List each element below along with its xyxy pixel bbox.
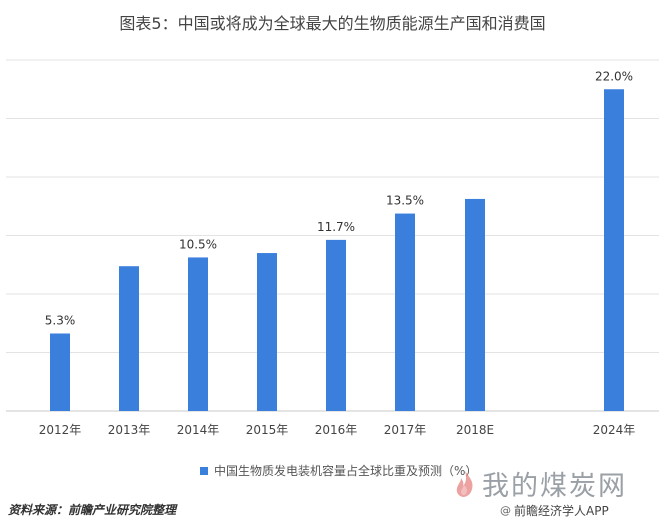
bar-2015年: [257, 253, 277, 411]
x-tick-label: 2014年: [177, 423, 220, 437]
legend-label: 中国生物质发电装机容量占全球比重及预测（%）: [214, 464, 478, 478]
data-label: 22.0%: [595, 69, 633, 83]
data-label: 11.7%: [317, 220, 355, 234]
legend-swatch: [200, 466, 208, 475]
watermark-logo: 我的煤炭网: [452, 464, 627, 503]
bar-2016年: [326, 239, 346, 411]
bars: [50, 89, 624, 411]
bar-2024年: [604, 89, 624, 411]
x-tick-label: 2012年: [39, 423, 82, 437]
x-tick-labels: 2012年 2013年 2014年 2015年 2016年 2017年 2018E 2024年: [39, 423, 636, 437]
source-note: 资料来源：前瞻产业研究院整理: [8, 503, 177, 517]
x-tick-label: 2016年: [315, 423, 358, 437]
bar-2018E: [465, 198, 485, 411]
bar-2017年: [395, 213, 415, 411]
data-label: 13.5%: [386, 194, 424, 208]
legend: 中国生物质发电装机容量占全球比重及预测（%）: [200, 462, 477, 479]
data-labels: 5.3% 10.5% 11.7% 13.5% 22.0%: [45, 69, 633, 327]
data-label: 10.5%: [179, 237, 217, 251]
x-tick-label: 2024年: [593, 423, 636, 437]
x-tick-label: 2018E: [456, 423, 494, 437]
bar-2014年: [188, 257, 208, 411]
x-tick-label: 2013年: [108, 423, 151, 437]
bar-2012年: [50, 333, 70, 411]
x-tick-label: 2015年: [246, 423, 289, 437]
x-tick-label: 2017年: [384, 423, 427, 437]
data-label: 5.3%: [45, 313, 76, 327]
at-icon: @: [500, 504, 511, 517]
app-tag-label: 前瞻经济学人APP: [514, 504, 609, 518]
app-tag: @ 前瞻经济学人APP: [500, 502, 609, 519]
bar-2013年: [119, 266, 139, 411]
flame-icon: [456, 470, 473, 497]
chart-title: 图表5：中国或将成为全球最大的生物质能源生产国和消费国: [119, 14, 546, 33]
watermark-brand: 我的煤炭网: [482, 471, 627, 502]
